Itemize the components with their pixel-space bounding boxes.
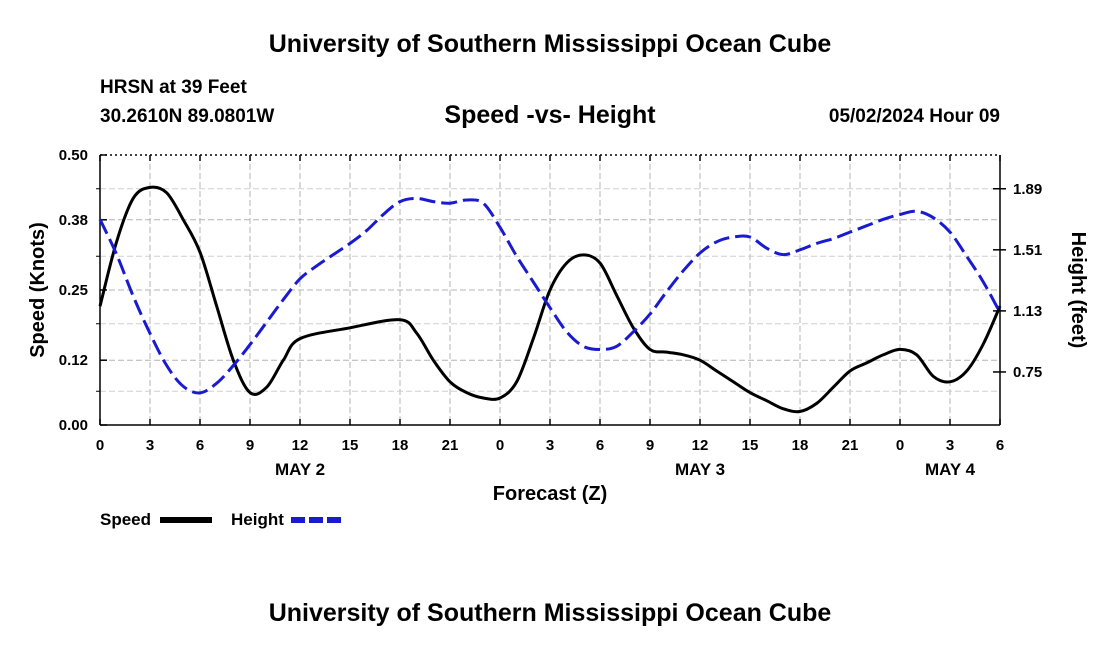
day-label: MAY 3 [675,460,725,479]
x-tick-label: 15 [342,437,359,454]
y2-tick-label: 1.51 [1013,242,1042,259]
x-tick-label: 0 [496,437,504,454]
y2-axis-label: Height (feet) [1067,232,1089,349]
x-tick-label: 9 [646,437,654,454]
legend-height-label: Height [231,510,284,529]
x-tick-label: 12 [692,437,709,454]
station-coordinates: 30.2610N 89.0801W [100,106,275,127]
x-tick-label: 0 [96,437,104,454]
y-tick-label: 0.38 [59,212,88,229]
y2-tick-labels: 0.75 1.13 1.51 1.89 [1013,181,1042,381]
x-tick-label: 3 [546,437,554,454]
x-tick-label: 12 [292,437,309,454]
x-tick-label: 6 [196,437,204,454]
chart-title: Speed -vs- Height [444,101,656,129]
x-tick-label: 21 [442,437,459,454]
series-lines [98,185,1002,414]
header-title: University of Southern Mississippi Ocean… [268,30,832,58]
grid-lines [100,155,1000,425]
x-tick-label: 3 [146,437,154,454]
x-tick-label: 21 [842,437,859,454]
legend-speed-label: Speed [100,510,151,529]
x-tick-label: 6 [596,437,604,454]
y-tick-label: 0.50 [59,147,88,164]
axis-ticks [96,154,1006,426]
x-tick-label: 6 [996,437,1004,454]
day-label: MAY 2 [275,460,325,479]
height-series-line [98,196,1002,395]
speed-series-line [98,185,1002,414]
x-tick-label: 3 [946,437,954,454]
y2-tick-label: 1.89 [1013,181,1042,198]
y-axis-label: Speed (Knots) [27,222,49,358]
y2-tick-label: 1.13 [1013,303,1042,320]
y-tick-label: 0.25 [59,282,88,299]
x-tick-label: 15 [742,437,759,454]
x-tick-label: 18 [392,437,409,454]
y2-tick-label: 0.75 [1013,364,1042,381]
x-tick-labels: 0 3 6 9 12 15 18 21 0 3 6 9 12 15 18 21 0 3 6 [96,437,1004,454]
forecast-date: 05/02/2024 Hour 09 [828,106,1000,127]
station-label: HRSN at 39 Feet [100,77,247,98]
x-tick-label: 18 [792,437,809,454]
y-tick-label: 0.12 [59,352,88,369]
x-axis-label: Forecast (Z) [493,483,607,505]
day-labels: MAY 2 MAY 3 MAY 4 [275,460,976,479]
y-tick-labels: 0.00 0.12 0.25 0.38 0.50 [59,147,88,434]
x-tick-label: 9 [246,437,254,454]
footer-title: University of Southern Mississippi Ocean… [268,599,832,627]
x-tick-label: 0 [896,437,904,454]
y-tick-label: 0.00 [59,417,88,434]
day-label: MAY 4 [925,460,976,479]
legend: Speed Height [100,510,343,529]
